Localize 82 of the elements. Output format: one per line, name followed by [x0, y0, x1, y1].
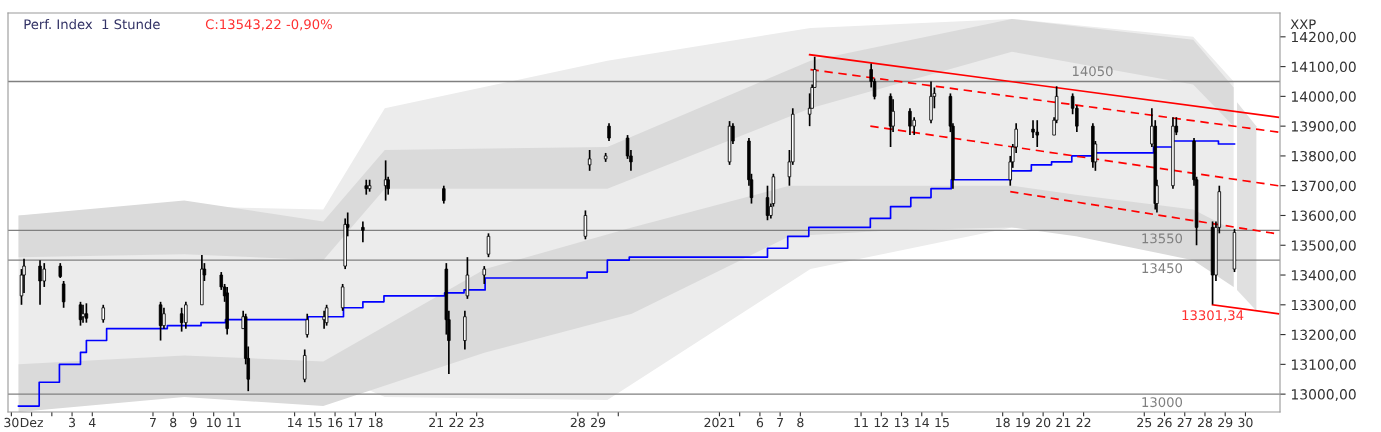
x-tick-label: 28: [570, 417, 585, 428]
y-tick-label: 14000,00: [1291, 91, 1356, 104]
x-tick-label: 27: [1177, 417, 1192, 428]
y-tick-label: 13900,00: [1291, 121, 1356, 134]
x-tick-label: 15: [935, 417, 949, 428]
x-tick-label: 29: [591, 417, 606, 428]
candlestick: [184, 300, 188, 330]
candlestick: [908, 107, 912, 136]
y-tick-label: 13600,00: [1291, 210, 1356, 223]
candlestick: [583, 209, 588, 241]
x-tick-label: 25: [1137, 417, 1152, 428]
ref-line-label: 13450: [1142, 263, 1183, 274]
y-axis-title: XXP: [1290, 19, 1316, 30]
x-tick-label: Dez: [20, 417, 43, 428]
candlestick: [42, 262, 46, 288]
x-tick-label: 21: [429, 417, 444, 428]
x-tick-label: 11: [854, 417, 868, 428]
candlestick: [158, 300, 163, 342]
x-tick-label: 10: [207, 417, 221, 428]
candlestick: [302, 348, 307, 384]
x-tick-label: 23: [469, 417, 484, 428]
candlestick: [305, 312, 309, 339]
candlestick: [84, 302, 89, 324]
y-tick-label: 13100,00: [1291, 359, 1356, 372]
x-tick-label: 15: [308, 417, 322, 428]
x-tick-label: 9: [190, 417, 197, 428]
x-tick-label: 29: [1218, 417, 1233, 428]
x-tick-label: 28: [1197, 417, 1213, 428]
y-tick-label: 13700,00: [1291, 180, 1356, 193]
x-tick-label: 30: [1238, 417, 1253, 428]
x-tick-label: 11: [227, 417, 241, 428]
x-tick-label: 2021: [704, 417, 735, 428]
y-tick-label: 13400,00: [1291, 270, 1356, 282]
y-tick-label: 13000,00: [1291, 389, 1356, 402]
x-tick-label: 16: [328, 417, 343, 428]
x-tick-label: 19: [1016, 417, 1030, 428]
x-tick-label: 18: [996, 417, 1010, 428]
candlestick: [322, 309, 326, 330]
x-tick-label: 13: [894, 417, 909, 428]
y-tick-label: 13200,00: [1291, 329, 1356, 342]
candlestick: [340, 283, 345, 312]
candlestick: [463, 309, 467, 351]
chart-title: Perf. Index 1 Stunde: [24, 18, 160, 30]
y-tick-label: 13800,00: [1291, 150, 1356, 163]
candlestick: [61, 280, 66, 309]
x-tick-label: 3: [69, 417, 76, 428]
x-tick-label: 22: [1076, 417, 1091, 428]
candlestick: [465, 256, 470, 300]
x-tick-label: 17: [348, 417, 363, 428]
x-tick-label: 6: [756, 417, 764, 428]
x-tick-label: 8: [170, 417, 177, 428]
ref-line-label: 13000: [1142, 397, 1183, 408]
candlestick: [1035, 119, 1039, 148]
chart-subtitle: C:13543,22 -0,90%: [205, 19, 332, 31]
ref-line-label: 14050: [1072, 66, 1113, 77]
x-tick-label: 26: [1157, 417, 1172, 428]
y-tick-label: 14200,00: [1291, 31, 1356, 44]
x-tick-label: 20: [1036, 417, 1051, 428]
x-tick-label: 7: [150, 417, 156, 428]
x-tick-label: 4: [88, 417, 96, 428]
candlestick: [929, 80, 933, 125]
x-tick-label: 12: [874, 417, 888, 428]
y-tick-label: 13300,00: [1291, 299, 1356, 312]
x-tick-label: 7: [777, 417, 784, 428]
candlestick: [179, 306, 184, 333]
candlestick: [162, 306, 166, 330]
x-tick-label: 14: [915, 417, 929, 428]
candlestick: [361, 220, 365, 244]
x-tick-label: 21: [1056, 417, 1071, 428]
y-tick-label: 14100,00: [1291, 61, 1356, 74]
x-tick-label: 22: [449, 417, 464, 428]
candlestick: [81, 303, 85, 324]
candlestick: [324, 303, 329, 327]
ref-line-label: 13550: [1142, 233, 1183, 244]
x-tick-label: 18: [368, 417, 383, 428]
x-tick-label: 14: [288, 417, 302, 428]
annotation: 13301,34: [1182, 310, 1244, 322]
x-tick-label: 8: [797, 417, 804, 428]
candlestick: [38, 259, 42, 306]
x-tick-label: 30: [4, 417, 19, 428]
candlestick: [587, 149, 592, 172]
y-tick-label: 13500,00: [1291, 240, 1356, 253]
